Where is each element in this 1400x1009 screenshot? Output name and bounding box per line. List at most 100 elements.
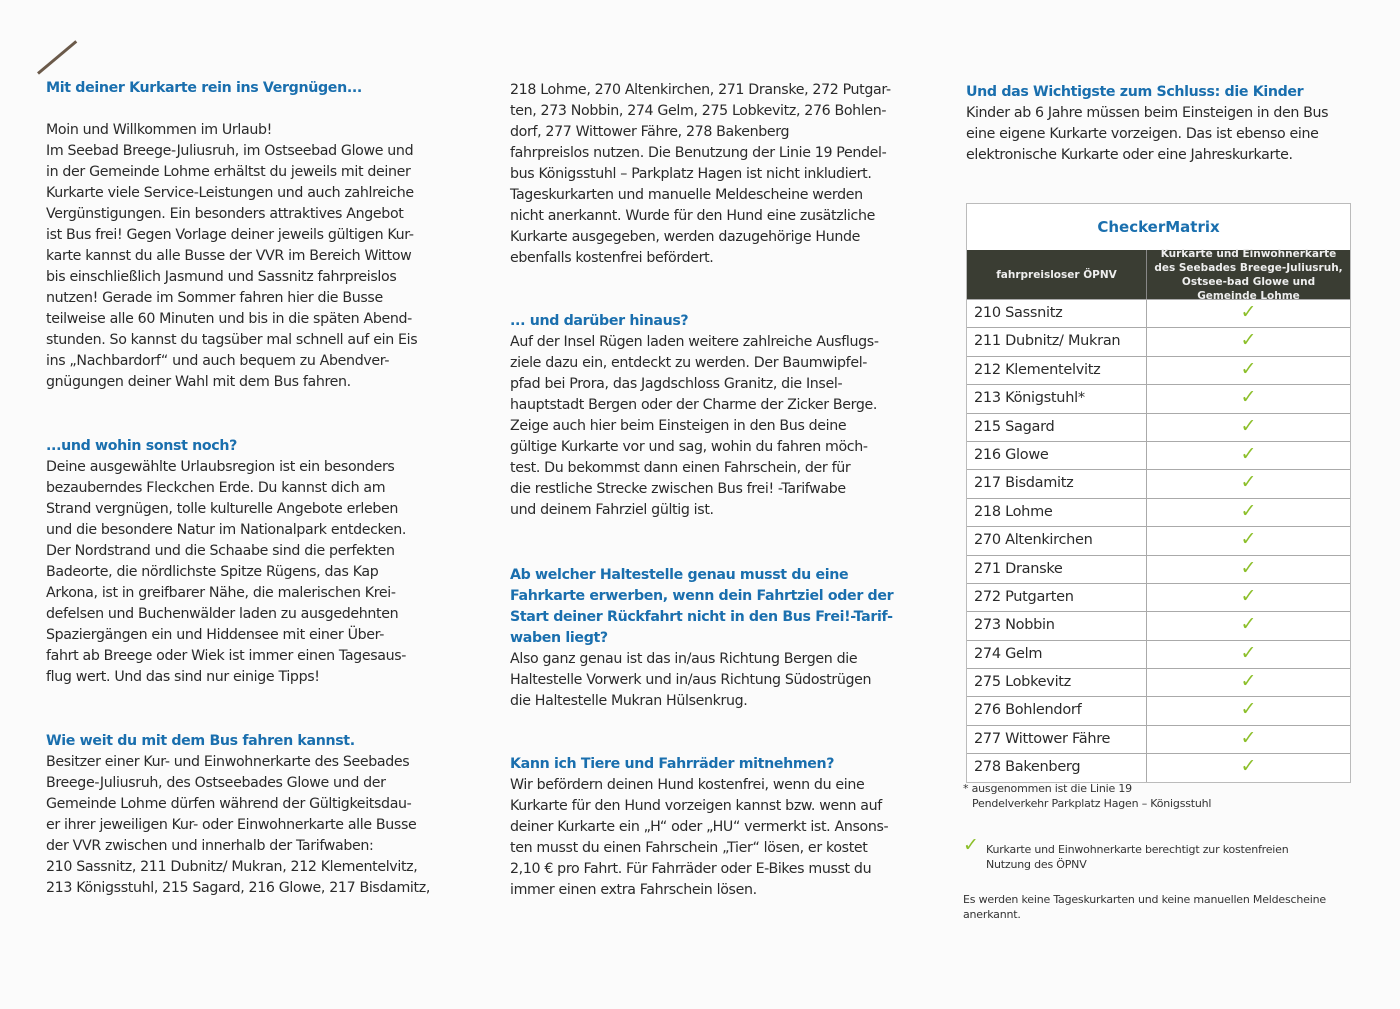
text-line: karte kannst du alle Busse der VVR im Be… xyxy=(46,248,412,264)
zone-name: 211 Dubnitz/ Mukran xyxy=(967,328,1147,356)
heading-wie-weit: Wie weit du mit dem Bus fahren kannst. xyxy=(46,733,355,749)
table-row: 212 Klementelvitz ✓ xyxy=(967,355,1350,385)
paragraph-tarifwaben: Besitzer einer Kur- und Einwohnerkarte d… xyxy=(46,752,430,899)
check-icon: ✓ xyxy=(1240,698,1257,721)
table-row: 211 Dubnitz/ Mukran ✓ xyxy=(967,327,1350,356)
text-line: Tageskurkarten und manuelle Meldescheine… xyxy=(510,187,863,203)
table-row: 277 Wittower Fähre ✓ xyxy=(967,724,1350,754)
paragraph-ausflugsziele: Auf der Insel Rügen laden weitere zahlre… xyxy=(510,332,885,521)
heading-kurkarte: Mit deiner Kurkarte rein ins Vergnügen..… xyxy=(46,80,362,96)
text-line: defelsen und Buchenwälder laden zu ausge… xyxy=(46,606,399,622)
text-line: Gemeinde Lohme dürfen während der Gültig… xyxy=(46,796,412,812)
text-line: Der Nordstrand und die Schaabe sind die … xyxy=(46,543,395,559)
table-row: 213 Königstuhl* ✓ xyxy=(967,384,1350,413)
text-line: der VVR zwischen und innerhalb der Tarif… xyxy=(46,838,374,854)
check-icon: ✓ xyxy=(1240,726,1257,749)
text-line: teilweise alle 60 Minuten und bis in die… xyxy=(46,311,412,327)
legend-line-2: Nutzung des ÖPNV xyxy=(986,858,1087,871)
text-line: test. Du bekommst dann einen Fahrschein,… xyxy=(510,460,851,476)
text-line: gültige Kurkarte vor und sag, wohin du f… xyxy=(510,439,868,455)
text-line: flug wert. Und das sind nur einige Tipps… xyxy=(46,669,320,685)
text-line: 218 Lohme, 270 Altenkirchen, 271 Dranske… xyxy=(510,82,891,98)
table-header: fahrpreisloser ÖPNV Kurkarte und Einwohn… xyxy=(967,247,1350,302)
text-line: ebenfalls kostenfrei befördert. xyxy=(510,250,714,266)
table-title: CheckerMatrix xyxy=(1097,218,1220,236)
paragraph-region: Deine ausgewählte Urlaubsregion ist ein … xyxy=(46,457,416,688)
check-icon: ✓ xyxy=(1240,584,1257,607)
table-body: 210 Sassnitz ✓ 211 Dubnitz/ Mukran ✓ 212 Kle… xyxy=(967,299,1350,782)
table-row: 215 Sagard ✓ xyxy=(967,412,1350,441)
table-row: 273 Nobbin ✓ xyxy=(967,611,1350,640)
text-line: hauptstadt Bergen oder der Charme der Zi… xyxy=(510,397,878,413)
paragraph-welcome: Moin und Willkommen im Urlaub! Im Seebad … xyxy=(46,120,418,393)
check-icon: ✓ xyxy=(1240,357,1257,380)
legend-line-1: Kurkarte und Einwohnerkarte berechtigt z… xyxy=(986,843,1289,856)
heading-darueber-hinaus: ... und darüber hinaus? xyxy=(510,313,689,329)
text-line: Strand vergnügen, tolle kulturelle Angeb… xyxy=(46,501,399,517)
text-line: und deinem Fahrziel gültig ist. xyxy=(510,502,714,518)
text-line: er ihrer jeweiligen Kur- oder Einwohnerk… xyxy=(46,817,417,833)
check-icon: ✓ xyxy=(1240,301,1257,323)
table-row: 218 Lohme ✓ xyxy=(967,497,1350,527)
heading-haltestelle: Ab welcher Haltestelle genau musst du ei… xyxy=(510,565,894,649)
zone-name: 270 Altenkirchen xyxy=(967,527,1147,555)
text-line: Besitzer einer Kur- und Einwohnerkarte d… xyxy=(46,754,410,770)
table-row: 271 Dranske ✓ xyxy=(967,554,1350,583)
zone-name: 213 Königstuhl* xyxy=(967,385,1147,413)
text-line: Wir befördern deinen Hund kostenfrei, we… xyxy=(510,777,865,793)
text-line: Ab welcher Haltestelle genau musst du ei… xyxy=(510,567,849,583)
zone-name: 215 Sagard xyxy=(967,413,1147,441)
heading-kinder: Und das Wichtigste zum Schluss: die Kind… xyxy=(966,84,1304,100)
check-icon: ✓ xyxy=(1240,499,1257,522)
check-icon: ✓ xyxy=(1240,556,1257,579)
zone-name: 272 Putgarten xyxy=(967,583,1147,612)
paragraph-kinder: Kinder ab 6 Jahre müssen beim Einsteigen… xyxy=(966,103,1356,166)
check-icon: ✓ xyxy=(1240,414,1257,437)
text-line: Kinder ab 6 Jahre müssen beim Einsteigen… xyxy=(966,105,1329,121)
header-left: fahrpreisloser ÖPNV xyxy=(967,250,1147,299)
final-note-line-1: Es werden keine Tageskurkarten und keine… xyxy=(963,893,1326,906)
text-line: Kurkarte viele Service-Leistungen und au… xyxy=(46,185,414,201)
text-line: Arkona, ist in greifbarer Nähe, die male… xyxy=(46,585,396,601)
text-line: waben liegt? xyxy=(510,630,608,646)
header-right: Kurkarte und Einwohnerkarte des Seebades… xyxy=(1154,247,1343,302)
text-line: Kurkarte ausgegeben, werden dazugehörige… xyxy=(510,229,861,245)
text-line: ist Bus frei! Gegen Vorlage deiner jewei… xyxy=(46,227,414,243)
checker-matrix-table: CheckerMatrix fahrpreisloser ÖPNV Kurkar… xyxy=(966,203,1351,783)
text-line: eine eigene Kurkarte vorzeigen. Das ist … xyxy=(966,126,1319,142)
text-line: 213 Königsstuhl, 215 Sagard, 216 Glowe, … xyxy=(46,880,430,896)
check-icon: ✓ xyxy=(963,834,979,856)
table-row: 276 Bohlendorf ✓ xyxy=(967,696,1350,725)
text-line: Also ganz genau ist das in/aus Richtung … xyxy=(510,651,858,667)
zone-name: 276 Bohlendorf xyxy=(967,697,1147,725)
text-line: die restliche Strecke zwischen Bus frei!… xyxy=(510,481,846,497)
check-icon: ✓ xyxy=(1240,670,1257,693)
text-line: Zeige auch hier beim Einsteigen in den B… xyxy=(510,418,847,434)
pen-mark xyxy=(37,40,78,75)
zone-name: 275 Lobkevitz xyxy=(967,669,1147,697)
check-icon: ✓ xyxy=(1240,613,1257,636)
text-line: immer einen extra Fahrschein lösen. xyxy=(510,882,757,898)
text-line: bezauberndes Fleckchen Erde. Du kannst d… xyxy=(46,480,386,496)
text-line: pfad bei Prora, das Jagdschloss Granitz,… xyxy=(510,376,843,392)
text-line: stunden. So kannst du tagsüber mal schne… xyxy=(46,332,418,348)
table-row: 217 Bisdamitz ✓ xyxy=(967,469,1350,498)
text-line: Deine ausgewählte Urlaubsregion ist ein … xyxy=(46,459,395,475)
heading-tiere: Kann ich Tiere und Fahrräder mitnehmen? xyxy=(510,756,835,772)
zone-name: 271 Dranske xyxy=(967,555,1147,583)
text-line: ten musst du einen Fahrschein „Tier“ lös… xyxy=(510,840,868,856)
paragraph-tarifwaben-cont: 218 Lohme, 270 Altenkirchen, 271 Dranske… xyxy=(510,80,891,269)
table-row: 272 Putgarten ✓ xyxy=(967,582,1350,612)
table-row: 278 Bakenberg ✓ xyxy=(967,753,1350,782)
text-line: fahrt ab Breege oder Wiek ist immer eine… xyxy=(46,648,407,664)
check-icon: ✓ xyxy=(1240,386,1257,409)
check-icon: ✓ xyxy=(1240,641,1257,664)
zone-name: 274 Gelm xyxy=(967,640,1147,669)
legend: ✓ Kurkarte und Einwohnerkarte berechtigt… xyxy=(963,836,1289,872)
text-line: die Haltestelle Mukran Hülsenkrug. xyxy=(510,693,748,709)
final-note-line-2: anerkannt. xyxy=(963,908,1021,921)
check-icon: ✓ xyxy=(1240,442,1257,465)
text-line: Haltestelle Vorwerk und in/aus Richtung … xyxy=(510,672,872,688)
text-line: ziele dazu ein, entdeckt zu werden. Der … xyxy=(510,355,868,371)
text-line: Start deiner Rückfahrt nicht in den Bus … xyxy=(510,609,893,625)
